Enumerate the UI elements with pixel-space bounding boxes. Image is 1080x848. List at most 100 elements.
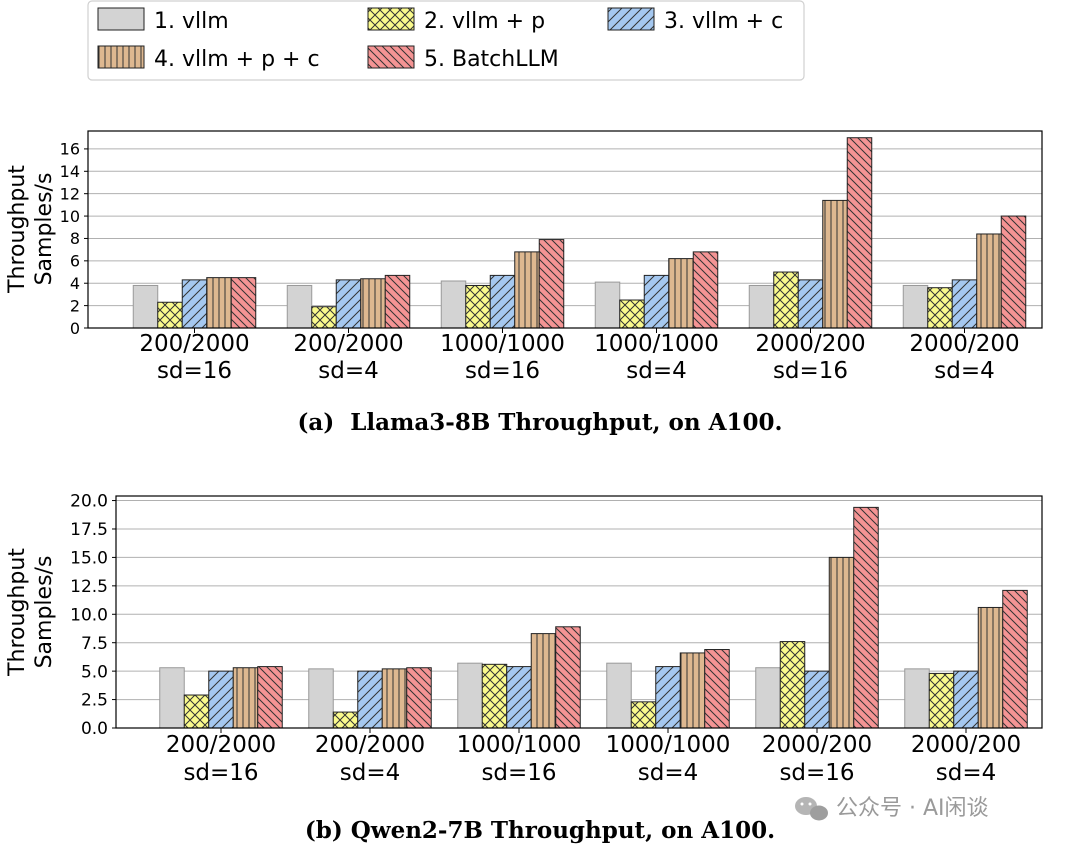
chart-b-bar-s2-c5 bbox=[779, 641, 806, 729]
chart-a-ytick-label: 14 bbox=[60, 162, 80, 181]
chart-b-bar-s5-c6 bbox=[1002, 589, 1028, 729]
chart-b-bar-s2-c4 bbox=[630, 701, 657, 729]
chart-a-xtick-label: sd=4 bbox=[934, 358, 995, 384]
chart-b-caption: (b) Qwen2-7B Throughput, on A100. bbox=[305, 817, 775, 844]
chart-a-bars bbox=[132, 137, 1027, 329]
chart-a-ytick-label: 2 bbox=[70, 296, 80, 315]
chart-a-ylabel-line2: Samples/s bbox=[32, 173, 57, 286]
chart-a-bar-s2-c1 bbox=[157, 301, 183, 329]
chart-a-bar-s3-c3 bbox=[489, 274, 516, 329]
chart-b-bars bbox=[159, 506, 1028, 729]
chart-b-ytick-label: 5.0 bbox=[81, 662, 108, 682]
legend-label-4: 4. vllm + p + c bbox=[154, 47, 320, 72]
chart-b-xtick-label: 200/2000 bbox=[166, 732, 276, 758]
chart-b-xtick-label: sd=4 bbox=[340, 760, 401, 786]
chart-a-xtick-label: 200/2000 bbox=[293, 331, 403, 357]
chart-b-bar-s4-c3 bbox=[530, 633, 557, 729]
chart-a-bar-s2-c6 bbox=[927, 287, 953, 329]
chart-b-bar-s4-c2 bbox=[381, 668, 408, 729]
chart-a-bar-s5-c2 bbox=[384, 274, 411, 329]
chart-a-xtick-label: 2000/200 bbox=[755, 331, 865, 357]
chart-a-bar-s1-c4 bbox=[594, 281, 621, 329]
chart-a-ytick-label: 10 bbox=[60, 207, 80, 226]
chart-a-bar-s5-c6 bbox=[1000, 215, 1027, 329]
chart-b-bar-s4-c4 bbox=[679, 652, 706, 729]
chart-b-bar-s4-c5 bbox=[828, 556, 855, 729]
chart-a-xtick-label: sd=4 bbox=[318, 358, 379, 384]
chart-a-bar-s4-c3 bbox=[514, 251, 540, 329]
chart-b-xtick-label: 1000/1000 bbox=[606, 732, 731, 758]
chart-a-bar-s4-c4 bbox=[668, 258, 694, 329]
chart-b-bar-s4-c1 bbox=[232, 667, 259, 729]
chart-b: 0.0 2.5 5.0 7.5 10.0 12.5 15.0 17.5 20.0 200/200… bbox=[5, 492, 1043, 844]
chart-a-ytick-label: 16 bbox=[60, 140, 80, 159]
chart-a-ytick-label: 12 bbox=[60, 184, 80, 203]
chart-b-xtick-label: 2000/200 bbox=[762, 732, 872, 758]
watermark-text: 公众号 · AI闲谈 bbox=[836, 796, 989, 821]
legend-swatch-3 bbox=[607, 7, 655, 31]
chart-b-xtick-label: 2000/200 bbox=[911, 732, 1021, 758]
legend: 1. vllm 2. vllm + p 3. vllm + c 4. vllm … bbox=[87, 0, 805, 81]
chart-a-xtick-label: 2000/200 bbox=[909, 331, 1019, 357]
legend-label-1: 1. vllm bbox=[154, 9, 229, 34]
legend-label-5: 5. BatchLLM bbox=[424, 47, 559, 72]
chart-b-bar-s1-c1 bbox=[159, 667, 185, 729]
chart-a-bar-s3-c1 bbox=[181, 279, 208, 329]
chart-a-bar-s1-c5 bbox=[748, 284, 775, 329]
chart-b-bar-s3-c5 bbox=[804, 670, 830, 729]
chart-b-bar-s5-c3 bbox=[555, 626, 581, 729]
chart-a-bar-s4-c2 bbox=[360, 278, 386, 329]
chart-b-ytick-label: 10.0 bbox=[70, 605, 108, 625]
chart-a-xtick-label: 200/2000 bbox=[139, 331, 249, 357]
chart-a-ytick-label: 0 bbox=[70, 319, 80, 338]
chart-b-bar-s2-c6 bbox=[928, 672, 955, 729]
chart-b-bar-s3-c6 bbox=[953, 670, 979, 729]
chart-b-bar-s3-c2 bbox=[357, 670, 383, 729]
chart-a-xtick-label: sd=16 bbox=[773, 358, 848, 384]
chart-b-xtick-label: sd=4 bbox=[638, 760, 699, 786]
chart-a-bar-s4-c5 bbox=[822, 199, 848, 329]
chart-b-bar-s5-c1 bbox=[257, 666, 283, 729]
chart-b-ylabel-line1: Throughput bbox=[5, 548, 30, 677]
chart-a-bar-s2-c5 bbox=[773, 271, 799, 329]
chart-a-xtick-label: sd=16 bbox=[465, 358, 540, 384]
chart-b-xtick-label: sd=16 bbox=[779, 760, 854, 786]
wechat-icon bbox=[795, 797, 828, 821]
chart-a-bar-s1-c3 bbox=[440, 280, 467, 329]
chart-a-bar-s5-c5 bbox=[846, 137, 873, 329]
legend-swatch-1 bbox=[97, 7, 145, 31]
chart-b-bar-s2-c1 bbox=[183, 694, 210, 729]
chart-b-bar-s3-c4 bbox=[655, 666, 681, 729]
chart-a-caption: (a) Llama3-8B Throughput, on A100. bbox=[298, 409, 783, 436]
chart-b-bar-s3-c1 bbox=[208, 670, 234, 729]
chart-b-yticks: 0.0 2.5 5.0 7.5 10.0 12.5 15.0 17.5 20.0 bbox=[70, 492, 116, 739]
chart-b-bar-s1-c5 bbox=[755, 667, 781, 729]
chart-a-xticks: 200/2000sd=16200/2000sd=41000/1000sd=161… bbox=[139, 328, 1020, 384]
chart-b-xticks: 200/2000sd=16200/2000sd=41000/1000sd=161… bbox=[166, 728, 1021, 786]
chart-a-bar-s5-c3 bbox=[538, 239, 565, 329]
chart-b-ylabel-line2: Samples/s bbox=[32, 556, 57, 669]
chart-b-plot-frame bbox=[115, 495, 1043, 729]
chart-a-bar-s1-c1 bbox=[132, 284, 159, 329]
chart-a-bar-s3-c5 bbox=[797, 279, 824, 329]
chart-a-bar-s2-c4 bbox=[619, 299, 645, 329]
watermark: 公众号 · AI闲谈 bbox=[795, 796, 989, 821]
chart-b-xtick-label: sd=4 bbox=[936, 760, 997, 786]
chart-a-bar-s3-c2 bbox=[335, 279, 362, 329]
chart-a-ytick-label: 8 bbox=[70, 229, 80, 248]
chart-b-bar-s2-c3 bbox=[481, 663, 508, 729]
chart-b-bar-s1-c2 bbox=[308, 668, 334, 729]
chart-a-bar-s5-c1 bbox=[230, 277, 257, 329]
chart-b-bar-s5-c5 bbox=[853, 506, 879, 729]
chart-b-ytick-label: 12.5 bbox=[70, 577, 108, 597]
chart-a-xtick-label: 1000/1000 bbox=[594, 331, 719, 357]
chart-a-bar-s4-c6 bbox=[976, 233, 1002, 329]
chart-b-xtick-label: 200/2000 bbox=[315, 732, 425, 758]
chart-b-xtick-label: sd=16 bbox=[183, 760, 258, 786]
chart-b-bar-s3-c3 bbox=[506, 666, 532, 729]
chart-a-bar-s2-c3 bbox=[465, 284, 491, 329]
chart-a-xtick-label: sd=16 bbox=[157, 358, 232, 384]
chart-a-bar-s3-c6 bbox=[951, 279, 978, 329]
